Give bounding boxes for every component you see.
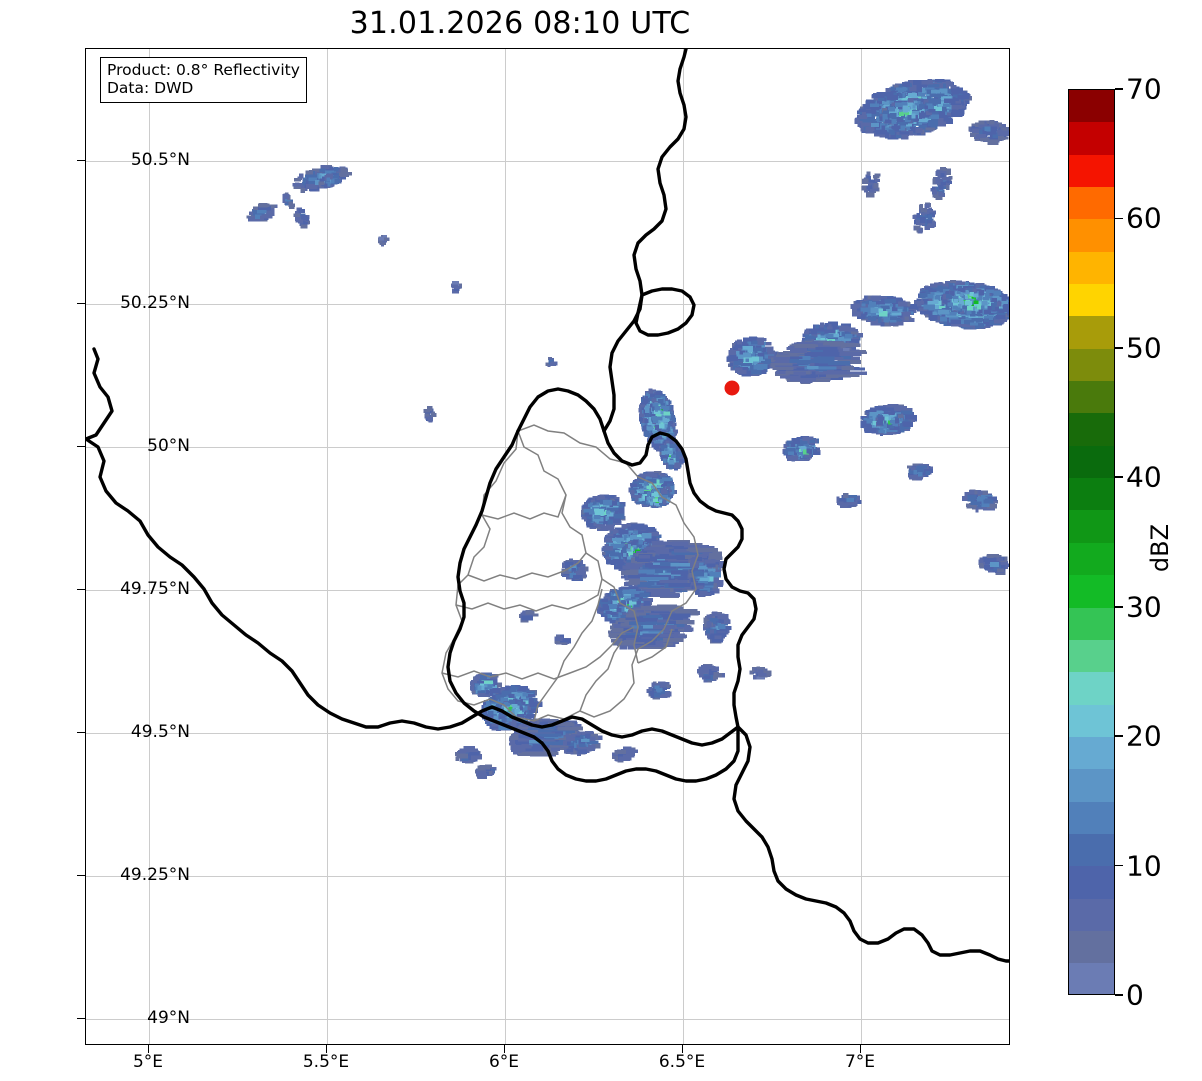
colorbar-tick (1115, 735, 1123, 737)
radar-site-marker[interactable] (724, 380, 740, 396)
x-axis-tick-label: 5.5°E (302, 1052, 350, 1072)
colorbar-band (1069, 251, 1114, 285)
colorbar-tick (1115, 217, 1123, 220)
gridline-horizontal (86, 304, 1009, 305)
colorbar-tick (1115, 347, 1123, 349)
colorbar-band (1069, 413, 1114, 446)
y-axis-tick-label: 50.5°N (130, 150, 190, 170)
gridline-horizontal (86, 590, 1009, 591)
colorbar-tick-label: 10 (1126, 849, 1162, 883)
colorbar-band (1069, 866, 1114, 899)
colorbar-band (1069, 736, 1114, 770)
gridline-horizontal (86, 876, 1009, 877)
gridline-horizontal (86, 1019, 1009, 1020)
colorbar-tick-label: 50 (1126, 331, 1162, 365)
colorbar-band (1069, 445, 1114, 479)
x-axis-tick-label: 6.5°E (658, 1052, 706, 1072)
y-axis-tick-mark (77, 160, 85, 162)
x-axis-tick-label: 6°E (488, 1052, 520, 1072)
colorbar-band (1069, 963, 1114, 994)
map-geometry (86, 49, 1009, 963)
y-axis-tick-mark (77, 875, 85, 877)
colorbar-band (1069, 898, 1114, 931)
colorbar-tick (1115, 605, 1123, 608)
colorbar-band (1069, 833, 1114, 867)
colorbar-band (1069, 769, 1114, 802)
colorbar-band (1069, 542, 1114, 576)
colorbar-band (1069, 348, 1114, 382)
colorbar-tick-label: 70 (1126, 72, 1162, 106)
colorbar-band (1069, 672, 1114, 705)
data-source-line: Data: DWD (107, 79, 194, 98)
colorbar-band (1069, 478, 1114, 511)
product-info-box: Product: 0.8° Reflectivity Data: DWD (100, 57, 307, 103)
y-axis-tick-mark (77, 303, 85, 305)
colorbar-tick-label: 30 (1126, 590, 1162, 624)
y-axis-tick-label: 50°N (147, 436, 190, 456)
y-axis-tick-label: 49.75°N (120, 579, 190, 599)
colorbar-band (1069, 639, 1114, 673)
gridline-horizontal (86, 447, 1009, 448)
page-title: 31.01.2026 08:10 UTC (349, 6, 691, 41)
map-canvas (86, 49, 1009, 1044)
x-axis-tick-label: 7°E (844, 1052, 876, 1072)
gridline-vertical (505, 49, 506, 1044)
colorbar-band (1069, 930, 1114, 964)
y-axis-tick-label: 49.5°N (130, 722, 190, 742)
colorbar-band (1069, 154, 1114, 188)
colorbar-band (1069, 122, 1114, 155)
colorbar-title: dBZ (1146, 523, 1174, 573)
y-axis-tick-label: 49°N (147, 1008, 190, 1028)
colorbar-tick (1115, 994, 1123, 996)
colorbar-tick-label: 0 (1126, 978, 1144, 1012)
x-axis-tick-mark (682, 1045, 684, 1053)
y-axis-tick-label: 49.25°N (120, 865, 190, 885)
gridline-horizontal (86, 161, 1009, 162)
colorbar-band (1069, 284, 1114, 317)
product-line: Product: 0.8° Reflectivity (107, 61, 300, 79)
colorbar-tick-label: 40 (1126, 460, 1162, 494)
colorbar-band (1069, 607, 1114, 640)
country-borders (86, 49, 1009, 963)
y-axis-tick-mark (77, 589, 85, 591)
colorbar-tick (1115, 864, 1123, 867)
colorbar-tick (1115, 88, 1123, 90)
colorbar-tick (1115, 476, 1123, 479)
colorbar-tick-label: 60 (1126, 201, 1162, 235)
x-axis-tick-mark (326, 1045, 328, 1053)
gridline-vertical (327, 49, 328, 1044)
gridline-vertical (861, 49, 862, 1044)
colorbar-band (1069, 801, 1114, 834)
y-axis-tick-mark (77, 1018, 85, 1020)
y-axis-tick-mark (77, 446, 85, 448)
colorbar-band (1069, 704, 1114, 737)
colorbar[interactable] (1068, 89, 1115, 995)
y-axis-tick-label: 50.25°N (120, 293, 190, 313)
colorbar-tick-label: 20 (1126, 719, 1162, 753)
colorbar-band (1069, 510, 1114, 543)
radar-plot-area[interactable]: Product: 0.8° Reflectivity Data: DWD (85, 48, 1010, 1045)
colorbar-band (1069, 219, 1114, 252)
colorbar-band (1069, 381, 1114, 414)
y-axis-tick-mark (77, 732, 85, 734)
colorbar-band (1069, 90, 1114, 123)
x-axis-tick-label: 5°E (132, 1052, 164, 1072)
colorbar-band (1069, 575, 1114, 608)
colorbar-band (1069, 316, 1114, 349)
x-axis-tick-mark (504, 1045, 506, 1053)
gridline-vertical (149, 49, 150, 1044)
x-axis-tick-mark (148, 1045, 150, 1053)
colorbar-band (1069, 187, 1114, 220)
x-axis-tick-mark (860, 1045, 862, 1053)
admin-boundaries (441, 424, 699, 722)
